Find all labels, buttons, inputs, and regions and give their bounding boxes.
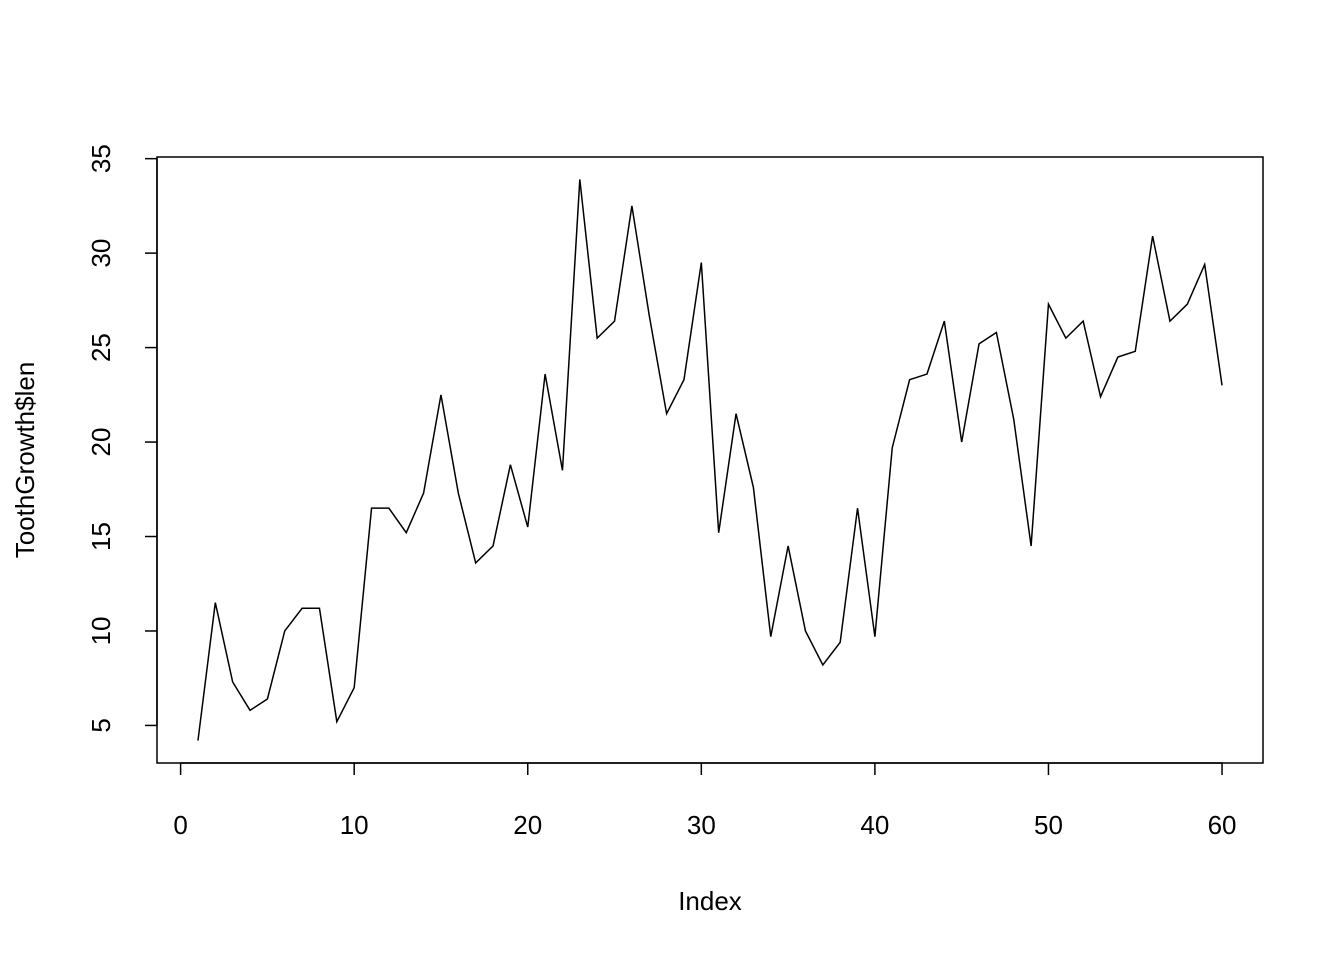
y-tick-label: 20 bbox=[86, 428, 116, 457]
plot-box bbox=[156, 156, 1264, 764]
y-tick-label: 35 bbox=[86, 144, 116, 173]
y-tick-label: 10 bbox=[86, 617, 116, 646]
y-tick-label: 30 bbox=[86, 239, 116, 268]
data-line bbox=[197, 179, 1223, 741]
y-axis-label: ToothGrowth$len bbox=[10, 362, 40, 559]
x-tick-label: 0 bbox=[173, 810, 187, 840]
x-tick-label: 50 bbox=[1034, 810, 1063, 840]
x-axis-label: Index bbox=[678, 886, 742, 916]
x-tick-label: 40 bbox=[860, 810, 889, 840]
x-tick-label: 30 bbox=[687, 810, 716, 840]
y-tick-label: 15 bbox=[86, 522, 116, 551]
x-tick-label: 60 bbox=[1208, 810, 1237, 840]
x-tick-label: 20 bbox=[513, 810, 542, 840]
x-tick-label: 10 bbox=[340, 810, 369, 840]
y-tick-label: 25 bbox=[86, 333, 116, 362]
y-tick-label: 5 bbox=[86, 718, 116, 732]
